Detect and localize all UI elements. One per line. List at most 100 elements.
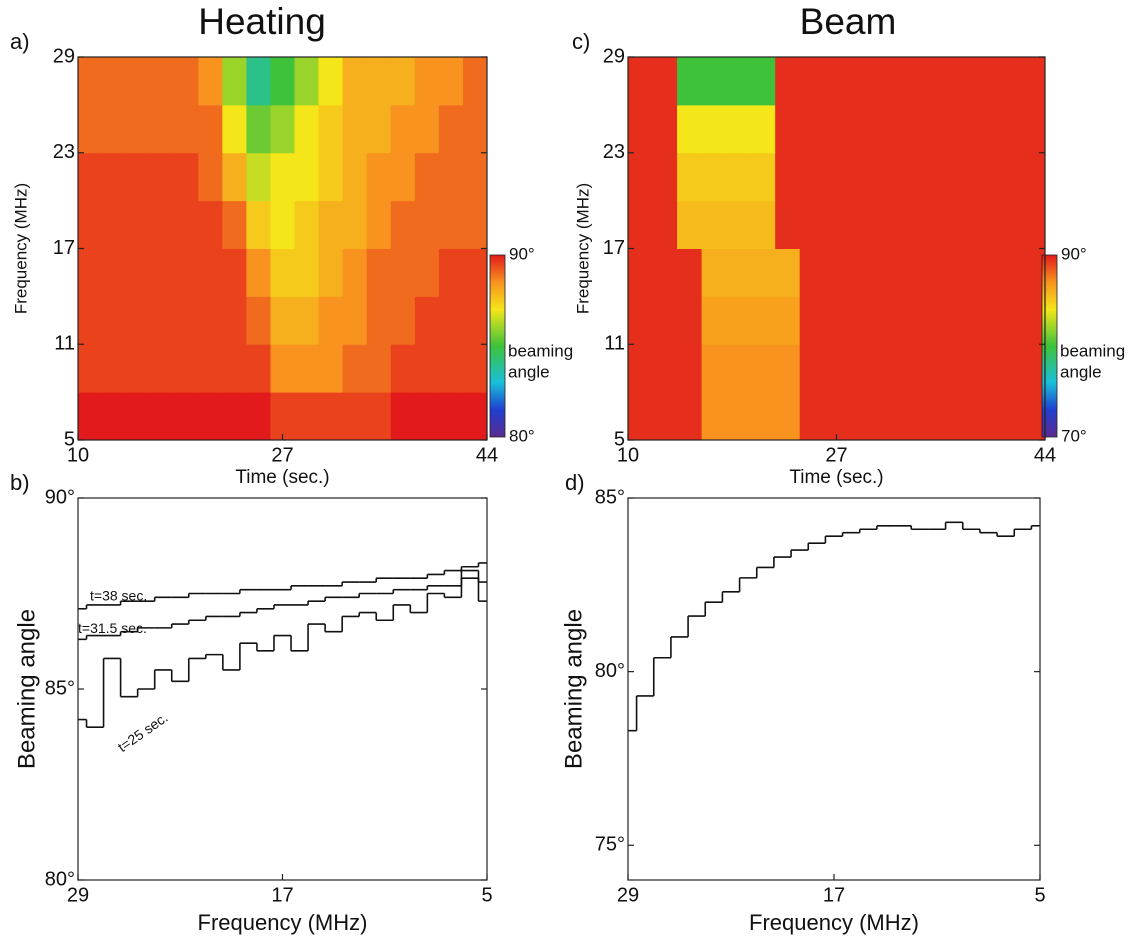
heat-cell (198, 392, 223, 441)
heat-cell (971, 296, 997, 345)
heat-cell (174, 152, 199, 202)
y-tick-label: 23 (53, 141, 75, 163)
heat-cell (342, 200, 368, 249)
heat-cell (150, 344, 175, 393)
heat-cell (628, 200, 654, 249)
y-tick-label: 29 (603, 45, 625, 67)
heat-cell (824, 152, 850, 202)
heat-cell (873, 104, 899, 154)
heat-cell (946, 200, 972, 249)
heat-cell (701, 57, 727, 106)
heat-cell (677, 344, 703, 393)
heat-cell (922, 152, 948, 202)
heat-cell (873, 248, 899, 297)
heat-cell (1020, 248, 1046, 297)
heat-cell (78, 248, 103, 297)
heat-cell (946, 344, 972, 393)
heat-cell (628, 296, 654, 345)
y-axis-label: Frequency (MHz) (11, 183, 30, 314)
colorbar-label: angle (1060, 362, 1102, 381)
heat-cell (799, 296, 825, 345)
heat-cell (726, 104, 752, 154)
heat-cell (390, 57, 416, 106)
heat-cell (342, 344, 368, 393)
heat-cell (971, 392, 997, 441)
y-tick-label: 11 (604, 333, 625, 355)
heat-cell (198, 296, 223, 345)
heat-cell (366, 200, 392, 249)
x-axis-label: Time (sec.) (235, 467, 329, 488)
x-tick-label: 5 (1034, 884, 1045, 906)
heat-cell (726, 392, 752, 441)
heat-cell (222, 57, 247, 106)
x-tick-label: 27 (271, 444, 293, 466)
heat-cell (750, 200, 776, 249)
heat-cell (366, 104, 392, 154)
colorbar-label: beaming (1060, 341, 1125, 360)
heat-cell (270, 57, 296, 106)
heat-cell (222, 104, 247, 154)
heat-cell (922, 104, 948, 154)
heat-cell (294, 248, 320, 297)
heat-cell (750, 152, 776, 202)
colorbar-tick-label: 90° (509, 244, 535, 263)
heat-cell (390, 104, 416, 154)
heat-cell (971, 248, 997, 297)
y-tick-label: 17 (603, 237, 625, 259)
x-axis-label: Frequency (MHz) (198, 910, 368, 935)
heat-cell (946, 248, 972, 297)
heat-cell (677, 200, 703, 249)
heat-cell (102, 296, 127, 345)
heat-cell (750, 296, 776, 345)
heat-cell (198, 200, 223, 249)
panel-title: Heating (198, 1, 326, 42)
heat-cell (946, 57, 972, 106)
heat-cell (366, 248, 392, 297)
heat-cell (174, 248, 199, 297)
heat-cell (726, 152, 752, 202)
heat-cell (246, 248, 271, 297)
heat-cell (873, 296, 899, 345)
heat-cell (971, 152, 997, 202)
heat-cell (652, 248, 678, 297)
heat-cell (150, 200, 175, 249)
heat-cell (318, 200, 344, 249)
x-tick-label: 29 (617, 884, 639, 906)
heat-cell (78, 200, 103, 249)
heat-cell (848, 392, 874, 441)
heat-cell (270, 104, 296, 154)
heat-cell (294, 104, 320, 154)
heat-cell (824, 296, 850, 345)
heat-cell (294, 344, 320, 393)
heat-cell (126, 152, 151, 202)
heat-cell (246, 200, 271, 249)
y-tick-label: 5 (614, 428, 625, 450)
heat-cell (775, 296, 801, 345)
heat-cell (102, 344, 127, 393)
heat-cell (799, 392, 825, 441)
heat-cell (366, 152, 392, 202)
y-tick-label: 23 (603, 141, 625, 163)
heat-cell (246, 296, 271, 345)
heat-cell (222, 248, 247, 297)
heat-cell (222, 344, 247, 393)
heat-cell (922, 200, 948, 249)
heat-cell (726, 248, 752, 297)
heat-cell (78, 392, 103, 441)
heat-cell (628, 57, 654, 106)
heat-cell (150, 152, 175, 202)
y-axis-label: Beaming angle (560, 609, 587, 769)
heat-cell (995, 200, 1021, 249)
heat-cell (342, 104, 368, 154)
x-tick-label: 29 (67, 884, 89, 906)
y-axis-label: Frequency (MHz) (573, 183, 592, 314)
heat-cell (102, 57, 127, 106)
heat-cell (701, 344, 727, 393)
heat-cell (366, 392, 392, 441)
heat-cell (126, 104, 151, 154)
heat-cell (462, 248, 488, 297)
heat-cell (294, 392, 320, 441)
colorbar-label: angle (508, 362, 550, 381)
x-axis-label: Time (sec.) (789, 467, 883, 488)
heat-cell (922, 248, 948, 297)
